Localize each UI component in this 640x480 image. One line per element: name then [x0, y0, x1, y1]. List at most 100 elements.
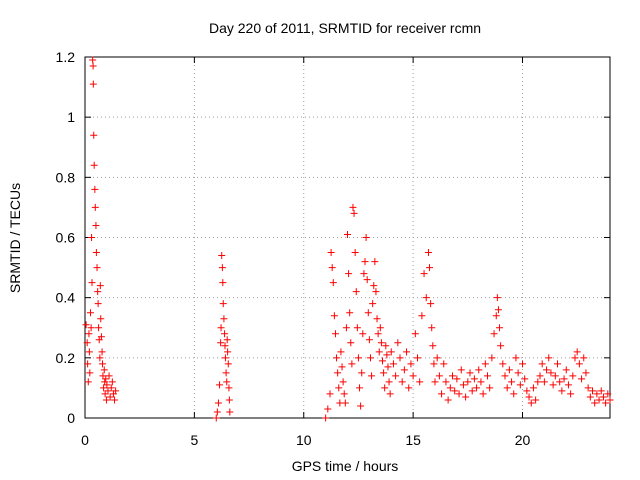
data-point — [538, 360, 546, 368]
data-point — [374, 330, 382, 338]
data-point — [490, 330, 498, 338]
data-point — [218, 252, 226, 260]
data-point — [597, 387, 605, 395]
data-point — [488, 354, 496, 362]
data-point — [370, 282, 378, 290]
data-point — [573, 348, 581, 356]
data-point — [494, 306, 502, 314]
data-point — [606, 396, 614, 404]
data-point — [375, 348, 383, 356]
data-point — [99, 360, 106, 368]
data-point — [428, 324, 436, 332]
data-point — [584, 384, 592, 392]
data-point — [349, 203, 357, 211]
data-point — [400, 366, 408, 374]
data-point — [595, 396, 603, 404]
data-point — [225, 384, 233, 392]
data-point — [451, 387, 459, 395]
data-point — [90, 161, 98, 169]
data-point — [216, 381, 224, 389]
data-point — [102, 375, 110, 383]
data-point — [102, 396, 110, 404]
data-point — [543, 366, 551, 374]
data-point — [462, 393, 470, 401]
data-point — [346, 309, 354, 317]
data-point — [94, 300, 102, 308]
data-point — [334, 369, 342, 377]
data-point — [394, 339, 402, 347]
data-point — [497, 342, 505, 350]
axis-ticks — [84, 56, 610, 419]
y-axis-label: SRMTID / TECUs — [7, 183, 23, 293]
data-point — [97, 333, 105, 341]
data-point — [479, 390, 487, 398]
data-point — [219, 300, 227, 308]
data-point — [438, 390, 446, 398]
data-point — [508, 378, 516, 386]
data-point — [414, 354, 421, 362]
data-point — [103, 381, 111, 389]
data-point — [224, 360, 232, 368]
data-point — [89, 56, 97, 64]
x-tick-label: 20 — [515, 432, 531, 448]
data-point — [545, 354, 553, 362]
data-point — [582, 369, 590, 377]
data-point — [510, 390, 518, 398]
data-point — [347, 339, 355, 347]
data-point — [407, 360, 415, 368]
x-axis-tick-labels: 0 5 10 15 20 — [81, 432, 530, 448]
x-tick-label: 10 — [296, 432, 312, 448]
data-point — [373, 315, 381, 323]
data-point — [217, 324, 225, 332]
data-point — [430, 360, 438, 368]
data-point — [521, 375, 529, 383]
data-point — [218, 264, 226, 272]
data-point — [104, 387, 112, 395]
data-point — [449, 372, 456, 380]
data-point — [87, 324, 95, 332]
data-point — [384, 363, 392, 371]
data-point — [383, 351, 391, 359]
data-point — [345, 270, 353, 278]
y-tick-label: 1.2 — [56, 49, 76, 65]
data-point — [88, 279, 96, 287]
data-point — [481, 360, 489, 368]
data-point — [405, 384, 413, 392]
data-point — [219, 279, 227, 287]
data-point — [409, 372, 417, 380]
data-point — [466, 369, 474, 377]
data-point — [327, 249, 335, 257]
data-point — [226, 408, 234, 416]
data-point — [359, 330, 367, 338]
data-point — [496, 324, 504, 332]
data-point — [558, 387, 566, 395]
data-point — [342, 324, 350, 332]
data-point — [551, 372, 559, 380]
x-tick-label: 0 — [81, 432, 89, 448]
data-point — [108, 378, 116, 386]
data-point — [564, 381, 572, 389]
data-point — [220, 315, 228, 323]
data-point — [331, 330, 339, 338]
data-point — [420, 270, 428, 278]
data-point — [477, 378, 485, 386]
y-tick-label: 1 — [67, 109, 75, 125]
data-point — [385, 378, 393, 386]
data-point — [387, 348, 395, 356]
data-point — [365, 336, 373, 344]
data-point — [426, 264, 434, 272]
data-point — [382, 342, 390, 350]
data-point — [501, 372, 509, 380]
data-point — [556, 378, 564, 386]
data-point — [214, 399, 222, 407]
data-point — [90, 131, 98, 139]
data-point — [446, 384, 454, 392]
data-point — [442, 378, 450, 386]
data-point — [418, 312, 426, 320]
data-point — [99, 372, 107, 380]
data-point — [527, 399, 535, 407]
data-point — [326, 390, 334, 398]
data-point — [486, 384, 494, 392]
data-point — [473, 384, 481, 392]
data-point — [89, 62, 97, 70]
